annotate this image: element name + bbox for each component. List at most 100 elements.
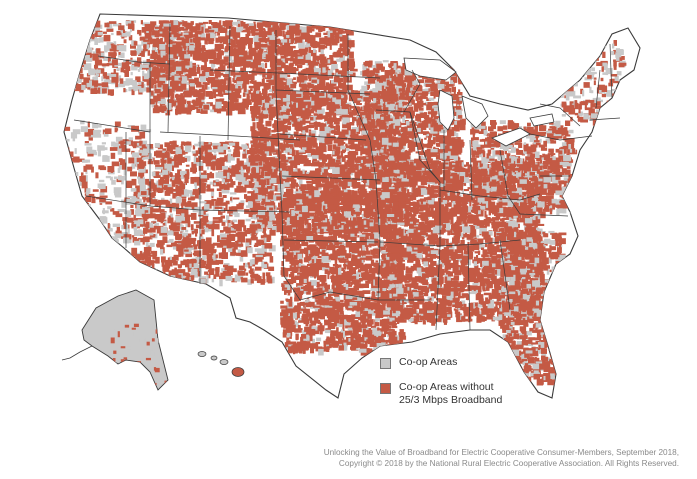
coverage-patch [251, 230, 255, 236]
coverage-patch [72, 48, 81, 52]
coverage-patch [167, 77, 175, 81]
coverage-patch [149, 242, 155, 247]
coverage-patch [282, 167, 288, 175]
coverage-patch [238, 265, 245, 271]
coverage-patch [223, 143, 228, 150]
coverage-patch [142, 271, 150, 275]
coverage-patch [286, 25, 290, 31]
coverage-patch [306, 109, 313, 113]
coverage-patch [229, 96, 238, 103]
coverage-patch [341, 113, 348, 120]
coverage-patch [190, 49, 198, 55]
coverage-patch [203, 90, 206, 97]
coverage-patch [259, 92, 262, 99]
coverage-patch [282, 47, 289, 50]
coverage-patch [284, 75, 288, 79]
coverage-patch [169, 238, 174, 243]
coverage-patch [271, 113, 275, 118]
coverage-patch [259, 149, 264, 153]
coverage-patch [203, 104, 209, 110]
coverage-patch [278, 180, 284, 185]
coverage-patch [294, 98, 298, 103]
coverage-patch [289, 147, 295, 151]
coverage-patch [237, 231, 245, 238]
coverage-patch [343, 104, 350, 108]
coverage-patch [78, 32, 86, 40]
coverage-patch [301, 83, 307, 90]
coverage-patch [211, 61, 216, 68]
coverage-patch [192, 35, 199, 38]
coverage-patch [152, 66, 156, 71]
coverage-patch [128, 87, 137, 92]
coverage-patch [131, 28, 135, 31]
coverage-patch [163, 64, 169, 70]
coverage-patch [194, 47, 202, 55]
coverage-patch [219, 72, 224, 76]
coverage-patch [319, 183, 325, 188]
coverage-patch [266, 180, 270, 185]
coverage-patch [82, 21, 86, 27]
coverage-patch [172, 51, 178, 54]
coverage-patch [200, 65, 207, 71]
coverage-patch [320, 102, 324, 107]
coverage-patch [260, 150, 269, 156]
coverage-patch [267, 72, 273, 78]
coverage-patch [176, 37, 184, 41]
coverage-patch [237, 42, 246, 49]
coverage-patch [188, 85, 196, 92]
coverage-patch [213, 150, 217, 154]
coverage-patch [129, 27, 132, 33]
coverage-patch [259, 43, 268, 48]
coverage-patch [175, 105, 181, 110]
coverage-patch [110, 43, 115, 49]
coverage-patch [251, 131, 259, 138]
coverage-patch [282, 82, 288, 86]
coverage-patch [256, 223, 260, 230]
coverage-patch [347, 122, 355, 126]
coverage-patch [237, 105, 241, 109]
coverage-patch [156, 37, 160, 45]
coverage-patch [284, 65, 289, 72]
coverage-patch [341, 36, 346, 39]
coverage-patch [130, 57, 133, 61]
coverage-patch [328, 25, 337, 30]
coverage-patch [270, 138, 277, 146]
coverage-patch [294, 159, 300, 166]
coverage-patch [179, 26, 185, 31]
coverage-patch [267, 98, 271, 104]
coverage-patch [138, 81, 145, 85]
coverage-patch [280, 77, 286, 81]
coverage-patch [245, 61, 251, 68]
coverage-patch [236, 74, 241, 77]
coverage-patch [157, 275, 164, 279]
coverage-patch [225, 90, 232, 93]
coverage-patch [344, 88, 350, 94]
coverage-patch [327, 139, 333, 144]
coverage-patch [274, 214, 279, 219]
coverage-patch [256, 91, 260, 94]
coverage-patch [73, 84, 82, 91]
coverage-patch [339, 55, 346, 61]
coverage-patch [345, 76, 350, 82]
coverage-patch [297, 118, 300, 122]
coverage-patch [290, 36, 294, 44]
coverage-patch [100, 52, 105, 58]
coverage-patch [154, 200, 159, 207]
coverage-patch [71, 29, 77, 35]
coverage-patch [160, 65, 164, 71]
coverage-patch [315, 152, 318, 157]
coverage-patch [78, 52, 81, 58]
coverage-patch [341, 129, 349, 135]
coverage-patch [332, 43, 338, 46]
coverage-patch [343, 25, 348, 29]
coverage-patch [293, 77, 296, 80]
coverage-patch [319, 166, 327, 169]
coverage-patch [268, 46, 274, 50]
coverage-patch [188, 65, 197, 71]
coverage-patch [310, 60, 315, 68]
coverage-patch [185, 43, 189, 46]
coverage-patch [348, 137, 353, 145]
coverage-patch [160, 37, 163, 42]
coverage-patch [349, 45, 352, 49]
coverage-patch [172, 70, 177, 77]
